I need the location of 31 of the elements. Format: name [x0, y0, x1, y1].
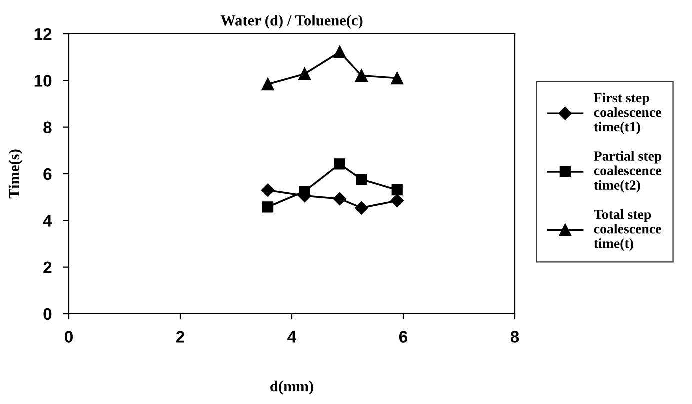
chart-title: Water (d) / Toluene(c) [220, 15, 363, 29]
x-tick-label: 0 [65, 331, 73, 343]
point [334, 158, 346, 170]
legend-label: Partial step coalescence time(t2) [594, 151, 662, 193]
point [355, 201, 368, 215]
point [355, 70, 368, 82]
legend-label: Total step coalescence time(t) [594, 209, 662, 252]
x-axis-title: d(mm) [270, 380, 314, 395]
point [390, 194, 404, 208]
y-tick-label: 0 [44, 308, 52, 320]
point [298, 68, 312, 80]
y-axis-title: Time(s) [8, 150, 23, 199]
x-tick-label: 6 [399, 331, 408, 343]
point [391, 72, 404, 85]
y-tick-label: 12 [34, 28, 52, 40]
y-tick-label: 4 [43, 215, 52, 227]
point [262, 78, 274, 91]
point [333, 192, 347, 206]
y-tick-label: 6 [44, 168, 52, 180]
y-tick-label: 10 [34, 75, 52, 87]
point [356, 174, 368, 186]
y-tick-label: 2 [44, 262, 52, 274]
x-tick-label: 4 [288, 331, 297, 343]
point [261, 184, 275, 197]
y-tick-label: 8 [44, 122, 52, 134]
point [392, 184, 403, 196]
x-tick-label: 8 [510, 331, 520, 343]
point [334, 46, 346, 58]
x-tick-label: 2 [176, 331, 184, 343]
point [262, 202, 274, 213]
legend-label: First step coalescence time(t1) [594, 92, 662, 135]
